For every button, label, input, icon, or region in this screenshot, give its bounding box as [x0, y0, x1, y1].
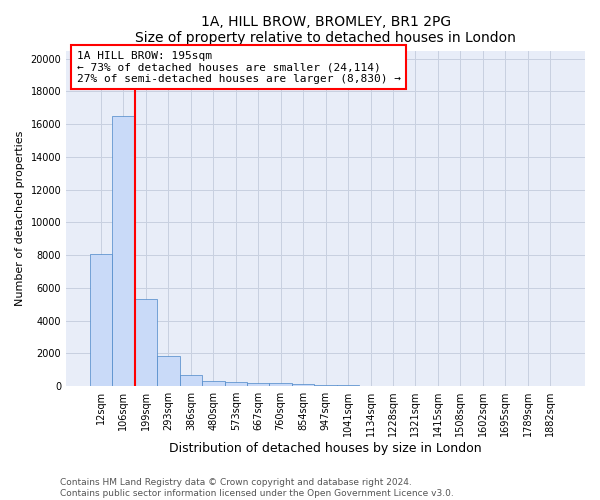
Bar	[202, 381, 224, 386]
Bar	[112, 116, 134, 386]
Y-axis label: Number of detached properties: Number of detached properties	[15, 130, 25, 306]
Bar	[157, 356, 179, 386]
Bar	[247, 382, 269, 386]
X-axis label: Distribution of detached houses by size in London: Distribution of detached houses by size …	[169, 442, 482, 455]
Title: 1A, HILL BROW, BROMLEY, BR1 2PG
Size of property relative to detached houses in : 1A, HILL BROW, BROMLEY, BR1 2PG Size of …	[135, 15, 516, 45]
Bar	[90, 254, 112, 386]
Bar	[179, 374, 202, 386]
Bar	[269, 383, 292, 386]
Bar	[292, 384, 314, 386]
Bar	[224, 382, 247, 386]
Text: Contains HM Land Registry data © Crown copyright and database right 2024.
Contai: Contains HM Land Registry data © Crown c…	[60, 478, 454, 498]
Bar	[134, 300, 157, 386]
Text: 1A HILL BROW: 195sqm
← 73% of detached houses are smaller (24,114)
27% of semi-d: 1A HILL BROW: 195sqm ← 73% of detached h…	[77, 50, 401, 84]
